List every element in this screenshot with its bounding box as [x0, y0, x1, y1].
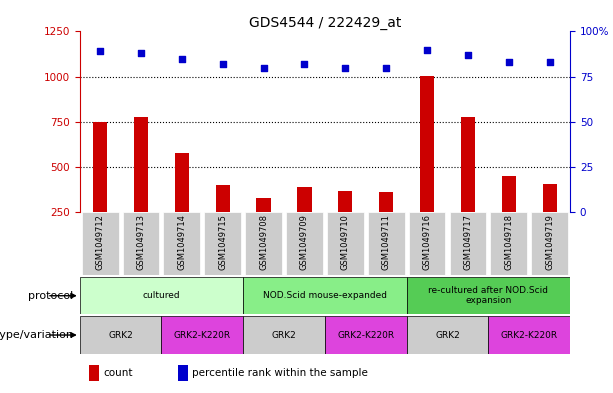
Bar — [164, 212, 200, 275]
Bar — [368, 212, 405, 275]
Bar — [204, 212, 241, 275]
Text: GSM1049717: GSM1049717 — [463, 214, 473, 270]
Point — [95, 48, 105, 55]
Text: GSM1049709: GSM1049709 — [300, 214, 309, 270]
Text: GSM1049716: GSM1049716 — [422, 214, 432, 270]
Bar — [327, 212, 364, 275]
Text: protocol: protocol — [28, 291, 74, 301]
Point — [504, 59, 514, 65]
Bar — [216, 185, 230, 257]
Bar — [420, 76, 434, 257]
Bar — [461, 117, 475, 257]
Title: GDS4544 / 222429_at: GDS4544 / 222429_at — [249, 17, 401, 30]
Text: GSM1049719: GSM1049719 — [545, 214, 554, 270]
Bar — [338, 191, 352, 257]
Text: GSM1049712: GSM1049712 — [96, 214, 105, 270]
Bar — [80, 316, 161, 354]
Text: GRK2: GRK2 — [108, 331, 133, 340]
Text: GRK2: GRK2 — [272, 331, 297, 340]
Bar — [406, 316, 489, 354]
Point — [340, 64, 350, 71]
Bar — [178, 365, 188, 381]
Bar — [501, 176, 516, 257]
Text: GSM1049710: GSM1049710 — [341, 214, 350, 270]
Text: GSM1049713: GSM1049713 — [137, 214, 145, 270]
Bar — [325, 316, 406, 354]
Text: GSM1049718: GSM1049718 — [504, 214, 513, 270]
Text: GRK2: GRK2 — [435, 331, 460, 340]
Bar — [243, 277, 406, 314]
Bar — [379, 192, 394, 257]
Text: cultured: cultured — [143, 291, 180, 300]
Bar — [489, 316, 570, 354]
Point — [545, 59, 555, 65]
Bar — [297, 187, 311, 257]
Bar — [543, 184, 557, 257]
Bar — [490, 212, 527, 275]
Text: GSM1049708: GSM1049708 — [259, 214, 268, 270]
Bar — [134, 117, 148, 257]
Point — [422, 46, 432, 53]
Text: percentile rank within the sample: percentile rank within the sample — [191, 368, 367, 378]
Point — [177, 55, 187, 62]
Text: re-cultured after NOD.Scid
expansion: re-cultured after NOD.Scid expansion — [428, 286, 549, 305]
Bar — [286, 212, 323, 275]
Bar — [93, 122, 107, 257]
Bar — [123, 212, 159, 275]
Bar — [82, 212, 118, 275]
Point — [218, 61, 227, 67]
Point — [463, 52, 473, 58]
Bar — [409, 212, 446, 275]
Point — [381, 64, 391, 71]
Text: GSM1049714: GSM1049714 — [177, 214, 186, 270]
Point — [136, 50, 146, 56]
Text: GSM1049715: GSM1049715 — [218, 214, 227, 270]
Bar — [531, 212, 568, 275]
Bar — [89, 365, 99, 381]
Bar — [161, 316, 243, 354]
Bar — [175, 152, 189, 257]
Text: NOD.Scid mouse-expanded: NOD.Scid mouse-expanded — [263, 291, 387, 300]
Text: GRK2-K220R: GRK2-K220R — [337, 331, 394, 340]
Bar — [80, 277, 243, 314]
Bar — [245, 212, 282, 275]
Bar — [406, 277, 570, 314]
Point — [300, 61, 310, 67]
Text: GRK2-K220R: GRK2-K220R — [173, 331, 231, 340]
Bar — [256, 198, 271, 257]
Text: genotype/variation: genotype/variation — [0, 330, 74, 340]
Bar — [243, 316, 325, 354]
Point — [259, 64, 268, 71]
Bar — [449, 212, 486, 275]
Text: count: count — [103, 368, 133, 378]
Text: GSM1049711: GSM1049711 — [382, 214, 390, 270]
Text: GRK2-K220R: GRK2-K220R — [501, 331, 558, 340]
